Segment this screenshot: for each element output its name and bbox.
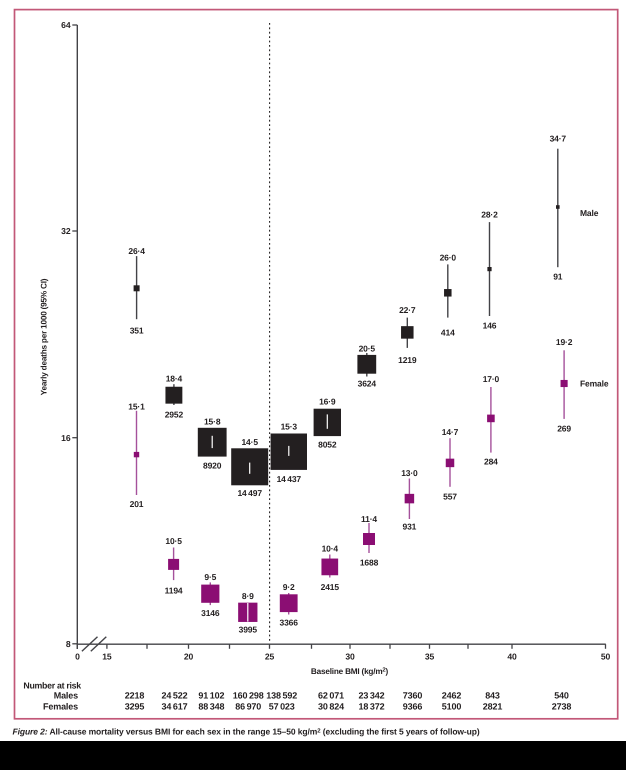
- svg-text:5100: 5100: [442, 702, 462, 712]
- svg-text:40: 40: [507, 652, 517, 662]
- svg-text:35: 35: [425, 652, 435, 662]
- svg-text:Male: Male: [580, 208, 599, 218]
- svg-text:18·4: 18·4: [166, 373, 183, 383]
- svg-text:28·2: 28·2: [481, 209, 498, 219]
- svg-text:15·1: 15·1: [128, 402, 145, 412]
- svg-text:Figure 2: All-cause mortality: Figure 2: All-cause mortality versus BMI…: [13, 727, 480, 737]
- svg-text:843: 843: [485, 691, 500, 701]
- svg-text:14·7: 14·7: [442, 427, 459, 437]
- svg-text:19·2: 19·2: [556, 337, 573, 347]
- svg-text:13·0: 13·0: [401, 468, 418, 478]
- svg-text:15·8: 15·8: [204, 417, 221, 427]
- svg-text:30 824: 30 824: [318, 702, 344, 712]
- svg-text:15·3: 15·3: [281, 422, 298, 432]
- svg-text:351: 351: [130, 325, 144, 335]
- svg-text:91: 91: [553, 272, 563, 282]
- svg-text:57 023: 57 023: [269, 702, 295, 712]
- svg-text:3146: 3146: [201, 608, 220, 618]
- svg-text:160 298: 160 298: [233, 691, 264, 701]
- svg-text:17·0: 17·0: [483, 374, 500, 384]
- svg-text:30: 30: [345, 652, 355, 662]
- svg-text:10·5: 10·5: [165, 536, 182, 546]
- svg-text:Males: Males: [54, 691, 78, 701]
- svg-text:14 437: 14 437: [277, 474, 302, 484]
- svg-text:10·4: 10·4: [322, 544, 339, 554]
- svg-text:9366: 9366: [403, 702, 423, 712]
- svg-text:86 970: 86 970: [235, 702, 261, 712]
- svg-text:9·2: 9·2: [283, 582, 295, 592]
- svg-text:11·4: 11·4: [361, 514, 377, 524]
- svg-text:3295: 3295: [125, 702, 145, 712]
- svg-text:25: 25: [265, 652, 275, 662]
- svg-text:2952: 2952: [165, 410, 184, 420]
- svg-text:91 102: 91 102: [198, 691, 224, 701]
- svg-text:9·5: 9·5: [204, 572, 216, 582]
- svg-text:88 348: 88 348: [198, 702, 224, 712]
- svg-text:8: 8: [66, 639, 71, 649]
- svg-text:26·0: 26·0: [440, 253, 457, 263]
- svg-text:557: 557: [443, 492, 457, 502]
- svg-text:8052: 8052: [318, 440, 337, 450]
- svg-text:26·4: 26·4: [128, 246, 145, 256]
- svg-text:Number at risk: Number at risk: [23, 680, 81, 690]
- svg-text:2462: 2462: [442, 691, 462, 701]
- svg-text:32: 32: [61, 226, 71, 236]
- svg-text:1194: 1194: [165, 586, 183, 596]
- svg-text:146: 146: [483, 321, 497, 331]
- svg-text:22·7: 22·7: [399, 305, 416, 315]
- svg-text:15: 15: [102, 652, 112, 662]
- svg-text:284: 284: [484, 457, 498, 467]
- svg-text:23 342: 23 342: [359, 691, 385, 701]
- svg-text:62 071: 62 071: [318, 691, 344, 701]
- svg-text:16: 16: [61, 433, 71, 443]
- svg-text:201: 201: [130, 499, 144, 509]
- svg-text:2821: 2821: [483, 702, 503, 712]
- svg-text:0: 0: [75, 652, 80, 662]
- svg-text:Baseline BMI (kg/m2): Baseline BMI (kg/m2): [311, 667, 389, 677]
- svg-text:14 497: 14 497: [237, 488, 262, 498]
- svg-text:Yearly deaths per 1000 (95% CI: Yearly deaths per 1000 (95% CI): [40, 278, 49, 395]
- svg-text:24 522: 24 522: [162, 691, 188, 701]
- svg-text:1688: 1688: [360, 557, 379, 567]
- svg-text:34·7: 34·7: [550, 134, 567, 144]
- svg-text:414: 414: [441, 328, 455, 338]
- svg-text:1219: 1219: [398, 355, 417, 365]
- svg-text:14·5: 14·5: [241, 437, 258, 447]
- svg-text:20: 20: [184, 652, 194, 662]
- svg-text:8920: 8920: [203, 460, 222, 470]
- svg-text:16·9: 16·9: [319, 397, 336, 407]
- svg-text:269: 269: [557, 424, 571, 434]
- svg-text:8·9: 8·9: [242, 591, 254, 601]
- svg-text:50: 50: [601, 652, 611, 662]
- svg-text:20·5: 20·5: [359, 344, 376, 354]
- svg-text:3366: 3366: [280, 618, 299, 628]
- svg-text:2415: 2415: [321, 582, 340, 592]
- svg-text:138 592: 138 592: [266, 691, 297, 701]
- svg-text:7360: 7360: [403, 691, 423, 701]
- svg-text:Female: Female: [580, 379, 609, 389]
- svg-text:540: 540: [554, 691, 569, 701]
- svg-text:2218: 2218: [125, 691, 145, 701]
- svg-text:34 617: 34 617: [162, 702, 188, 712]
- svg-text:3624: 3624: [358, 378, 377, 388]
- svg-text:18 372: 18 372: [359, 702, 385, 712]
- svg-text:Females: Females: [43, 702, 78, 712]
- svg-text:3995: 3995: [239, 624, 258, 634]
- svg-text:2738: 2738: [552, 702, 572, 712]
- svg-text:931: 931: [403, 521, 417, 531]
- svg-text:64: 64: [61, 20, 71, 30]
